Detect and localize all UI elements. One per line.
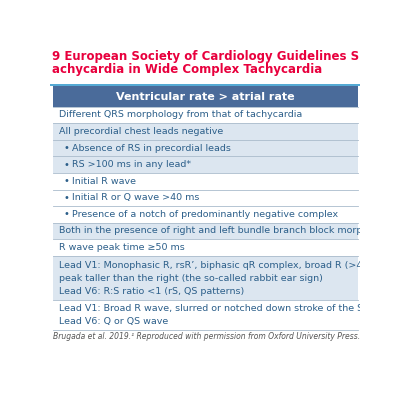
Bar	[53, 123, 358, 140]
Text: Ventricular rate > atrial rate: Ventricular rate > atrial rate	[116, 92, 295, 102]
Text: •: •	[64, 209, 70, 219]
Text: Presence of a notch of predominantly negative complex: Presence of a notch of predominantly neg…	[72, 210, 338, 219]
Text: Lead V6: R:S ratio <1 (rS, QS patterns): Lead V6: R:S ratio <1 (rS, QS patterns)	[59, 287, 244, 296]
Text: •: •	[64, 160, 70, 170]
Bar	[53, 156, 358, 173]
Text: achycardia in Wide Complex Tachycardia: achycardia in Wide Complex Tachycardia	[52, 63, 322, 76]
Bar	[53, 140, 358, 156]
Text: •: •	[64, 176, 70, 186]
Text: Initial R or Q wave >40 ms: Initial R or Q wave >40 ms	[72, 193, 199, 202]
Bar	[53, 86, 358, 106]
Text: All precordial chest leads negative: All precordial chest leads negative	[59, 127, 224, 136]
Text: •: •	[64, 193, 70, 203]
Text: RS >100 ms in any lead*: RS >100 ms in any lead*	[72, 160, 191, 169]
Bar	[53, 223, 358, 239]
Text: Different QRS morphology from that of tachycardia: Different QRS morphology from that of ta…	[59, 110, 302, 119]
Text: Lead V1: Monophasic R, rsR’, biphasic qR complex, broad R (>40 ms), and: Lead V1: Monophasic R, rsR’, biphasic qR…	[59, 261, 400, 270]
Text: Absence of RS in precordial leads: Absence of RS in precordial leads	[72, 144, 230, 152]
Bar	[53, 256, 358, 300]
Text: Initial R wave: Initial R wave	[72, 177, 136, 186]
Text: Both in the presence of right and left bundle branch block morphology: Both in the presence of right and left b…	[59, 226, 394, 236]
Text: Lead V1: Broad R wave, slurred or notched down stroke of the S wave an…: Lead V1: Broad R wave, slurred or notche…	[59, 304, 400, 313]
Text: R wave peak time ≥50 ms: R wave peak time ≥50 ms	[59, 243, 185, 252]
Text: Brugada et al. 2019.¹ Reproduced with permission from Oxford University Press.: Brugada et al. 2019.¹ Reproduced with pe…	[53, 332, 360, 341]
Text: Lead V6: Q or QS wave: Lead V6: Q or QS wave	[59, 318, 168, 326]
Text: 9 European Society of Cardiology Guidelines Suggest Ventric: 9 European Society of Cardiology Guideli…	[52, 50, 400, 62]
Text: •: •	[64, 143, 70, 153]
Text: peak taller than the right (the so-called rabbit ear sign): peak taller than the right (the so-calle…	[59, 274, 323, 283]
